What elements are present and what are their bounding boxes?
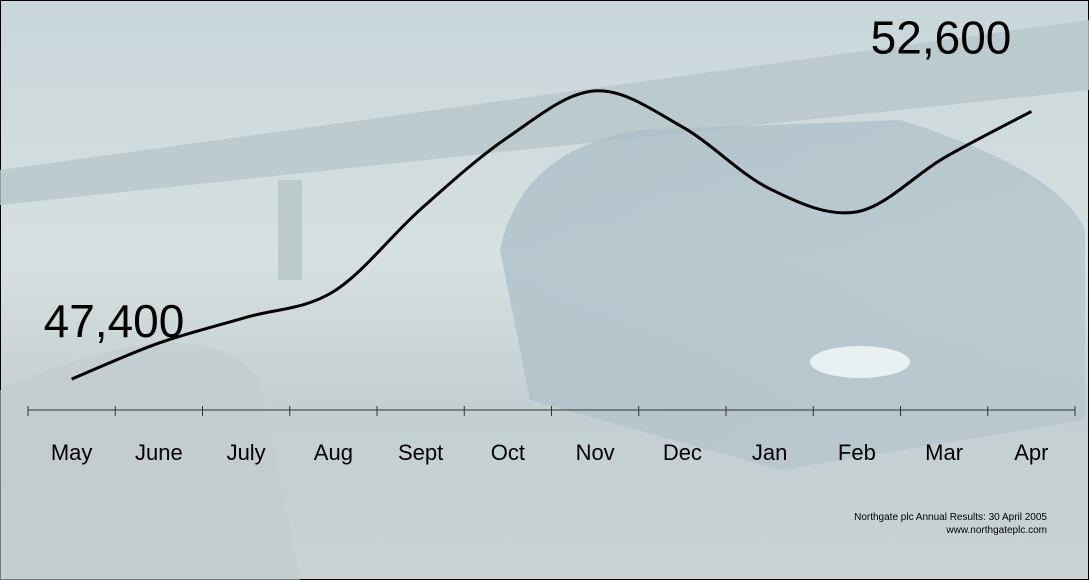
footer-text: Northgate plc Annual Results: 30 April 2… <box>854 512 1047 523</box>
pillar <box>278 180 302 280</box>
x-tick-label: Apr <box>1014 440 1048 465</box>
headlight <box>810 346 910 378</box>
data-label: 47,400 <box>44 295 185 347</box>
road <box>0 342 300 580</box>
x-tick-label: July <box>227 440 266 465</box>
x-tick-label: Mar <box>925 440 963 465</box>
x-tick-label: Sept <box>398 440 443 465</box>
x-tick-label: Nov <box>576 440 615 465</box>
x-tick-label: Aug <box>314 440 353 465</box>
footer-url: www.northgateplc.com <box>945 525 1047 536</box>
van <box>500 120 1085 470</box>
x-tick-label: June <box>135 440 183 465</box>
x-tick-label: Dec <box>663 440 702 465</box>
line <box>71 89 1033 381</box>
x-tick-label: Jan <box>752 440 787 465</box>
x-tick-label: Oct <box>491 440 525 465</box>
data-label: 52,600 <box>871 11 1012 63</box>
x-tick-label: May <box>51 440 93 465</box>
x-tick-label: Feb <box>838 440 876 465</box>
